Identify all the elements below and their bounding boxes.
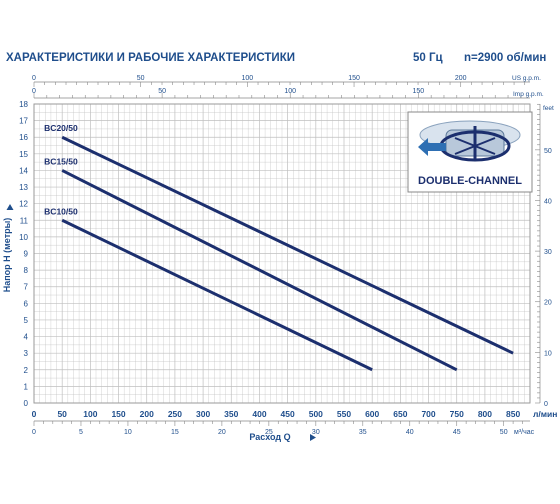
axes: 0 50 100 150 200 250 300 350 400 450 500 550 600 650 7… xyxy=(2,75,557,442)
curve-bc20-50 xyxy=(61,135,514,355)
imp-gpm-label: 50 xyxy=(158,88,166,95)
plot-frame xyxy=(33,103,531,404)
imp-gpm-unit: Imp g.p.m. xyxy=(513,91,544,98)
x-tick-label: 500 xyxy=(309,409,323,419)
m3h-label: 15 xyxy=(171,429,179,436)
m3h-label: 10 xyxy=(124,429,132,436)
us-gpm-label: 50 xyxy=(137,75,145,82)
x-tick-label: 150 xyxy=(111,409,125,419)
y-tick-label: 16 xyxy=(19,133,28,142)
m3h-unit: м³/час xyxy=(514,429,535,436)
m3h-label: 30 xyxy=(312,429,320,436)
impeller-icon xyxy=(418,120,521,162)
y-tick-label: 10 xyxy=(19,233,28,242)
us-gpm-unit: US g.p.m. xyxy=(512,75,541,82)
feet-label: 10 xyxy=(544,350,552,357)
x-tick-label: 600 xyxy=(365,409,379,419)
y-tick-label: 13 xyxy=(19,183,28,192)
y-tick-label: 14 xyxy=(19,166,28,175)
y-tick-label: 1 xyxy=(24,382,29,391)
curve-bc10-50 xyxy=(61,218,373,372)
y-tick-label: 0 xyxy=(24,399,29,408)
frequency-label: 50 Гц xyxy=(413,52,443,64)
curve-label: BC10/50 xyxy=(44,206,78,216)
y-tick-label: 2 xyxy=(24,366,29,375)
double-channel-badge: DOUBLE-CHANNEL xyxy=(407,111,533,193)
x-tick-label: 0 xyxy=(32,409,37,419)
imp-gpm-label: 150 xyxy=(413,88,425,95)
us-gpm-label: 200 xyxy=(455,75,467,82)
m3h-label: 5 xyxy=(79,429,83,436)
y-tick-label: 5 xyxy=(24,316,29,325)
y-tick-label: 3 xyxy=(24,349,29,358)
us-gpm-label: 100 xyxy=(242,75,254,82)
y-tick-label: 18 xyxy=(19,100,28,109)
pump-curves: BC20/50 BC15/50 BC10/50 xyxy=(44,123,514,372)
curve-label: BC20/50 xyxy=(44,123,78,133)
x-unit-label: л/мин xyxy=(533,409,557,419)
x-axis-title: Расход Q xyxy=(249,432,290,442)
y-tick-label: 7 xyxy=(24,283,29,292)
us-gpm-label: 150 xyxy=(348,75,360,82)
m3h-label: 45 xyxy=(453,429,461,436)
m3h-label: 20 xyxy=(218,429,226,436)
x-tick-label: 650 xyxy=(393,409,407,419)
y-tick-label: 15 xyxy=(19,150,28,159)
x-tick-label: 100 xyxy=(83,409,97,419)
x-tick-label: 50 xyxy=(57,409,67,419)
y-tick-label: 4 xyxy=(24,333,29,342)
x-tick-label: 250 xyxy=(168,409,182,419)
x-axis-arrow-icon xyxy=(310,434,316,441)
speed-label: n=2900 об/мин xyxy=(464,52,547,64)
x-tick-label: 850 xyxy=(506,409,520,419)
imp-gpm-label: 100 xyxy=(284,88,296,95)
feet-unit: feet xyxy=(543,105,554,112)
feet-label: 50 xyxy=(544,148,552,155)
feet-label: 40 xyxy=(544,198,552,205)
y-tick-label: 17 xyxy=(19,117,28,126)
imp-gpm-label: 0 xyxy=(32,88,36,95)
chart-title: ХАРАКТЕРИСТИКИ И РАБОЧИЕ ХАРАКТЕРИСТИКИ xyxy=(6,52,295,64)
y-tick-label: 6 xyxy=(24,299,29,308)
y-tick-label: 11 xyxy=(20,216,29,225)
x-tick-label: 450 xyxy=(281,409,295,419)
x-tick-label: 300 xyxy=(196,409,210,419)
us-gpm-label: 0 xyxy=(32,75,36,82)
y-tick-label: 8 xyxy=(24,266,29,275)
x-tick-label: 350 xyxy=(224,409,238,419)
curve-label: BC15/50 xyxy=(44,156,78,166)
m3h-label: 35 xyxy=(359,429,367,436)
y-tick-label: 12 xyxy=(19,200,28,209)
feet-label: 20 xyxy=(544,300,552,307)
m3h-label: 25 xyxy=(265,429,273,436)
x-tick-label: 800 xyxy=(478,409,492,419)
y-axis-title: Напор H (метры) xyxy=(2,218,12,293)
x-tick-label: 700 xyxy=(421,409,435,419)
y-tick-label: 9 xyxy=(24,250,29,259)
y-axis-arrow-icon xyxy=(6,204,14,210)
x-tick-label: 750 xyxy=(450,409,464,419)
curve-bc15-50 xyxy=(61,169,458,372)
x-tick-label: 550 xyxy=(337,409,351,419)
badge-label: DOUBLE-CHANNEL xyxy=(418,175,522,187)
x-tick-label: 400 xyxy=(252,409,266,419)
m3h-label: 50 xyxy=(500,429,508,436)
m3h-label: 0 xyxy=(32,429,36,436)
m3h-label: 40 xyxy=(406,429,414,436)
feet-label: 0 xyxy=(544,401,548,408)
x-tick-label: 200 xyxy=(140,409,154,419)
feet-label: 30 xyxy=(544,249,552,256)
